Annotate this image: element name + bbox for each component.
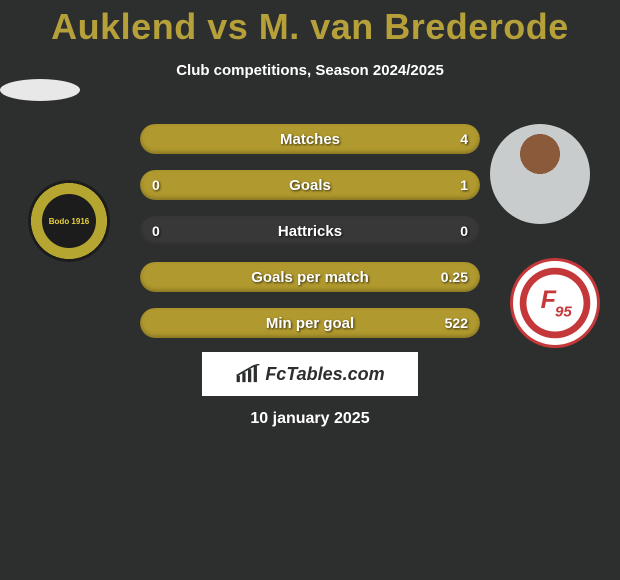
stat-label: Min per goal [140,308,480,338]
branding-text: FcTables.com [265,364,384,385]
stat-label: Goals [140,170,480,200]
player2-club-badge: F 95 [510,258,600,348]
branding-badge: FcTables.com [202,352,418,396]
stat-row-matches: 4 Matches [140,124,480,154]
stat-label: Matches [140,124,480,154]
stat-label: Goals per match [140,262,480,292]
stat-row-hattricks: 0 0 Hattricks [140,216,480,246]
player1-avatar [0,79,80,101]
stat-row-goals-per-match: 0.25 Goals per match [140,262,480,292]
stats-container: 4 Matches 0 1 Goals 0 0 Hattricks 0.25 G… [140,124,480,354]
player1-club-badge: Bodo 1916 [28,180,110,262]
stat-row-goals: 0 1 Goals [140,170,480,200]
chart-icon [235,364,261,384]
stat-row-min-per-goal: 522 Min per goal [140,308,480,338]
player1-club-label: Bodo 1916 [42,194,96,248]
page-title: Auklend vs M. van Brederode [0,0,620,48]
snapshot-date: 10 january 2025 [0,410,620,428]
player2-avatar [490,124,590,224]
page-subtitle: Club competitions, Season 2024/2025 [0,62,620,79]
stat-label: Hattricks [140,216,480,246]
svg-text:95: 95 [555,303,572,320]
